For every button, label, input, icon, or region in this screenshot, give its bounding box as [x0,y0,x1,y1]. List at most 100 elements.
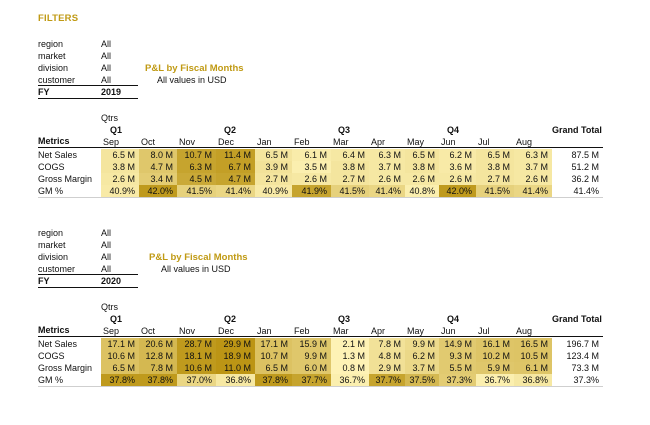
matrix-cell[interactable]: 2.7 M [255,173,292,185]
matrix-cell[interactable]: 2.6 M [405,173,439,185]
matrix-cell[interactable]: 29.9 M [216,338,255,350]
matrix-cell[interactable]: 18.9 M [216,350,255,362]
quarter-header[interactable]: Q2 [224,314,237,324]
month-header[interactable]: Jul [478,137,490,147]
matrix-cell[interactable]: 6.1 M [292,149,331,161]
matrix-cell[interactable]: 16.5 M [514,338,552,350]
matrix-cell[interactable]: 20.6 M [139,338,177,350]
matrix-cell[interactable]: 9.9 M [292,350,331,362]
matrix-cell[interactable]: 6.2 M [439,149,476,161]
matrix-cell[interactable]: 37.8% [139,374,177,386]
matrix-cell[interactable]: 4.5 M [177,173,216,185]
matrix-cell[interactable]: 6.4 M [331,149,369,161]
matrix-cell[interactable]: 2.6 M [101,173,139,185]
matrix-cell[interactable]: 3.5 M [292,161,331,173]
month-header[interactable]: May [407,326,425,336]
matrix-cell[interactable]: 3.7 M [369,161,405,173]
matrix-cell[interactable]: 7.8 M [369,338,405,350]
month-header[interactable]: Feb [294,326,310,336]
filter-value-slicer[interactable]: All [101,63,112,73]
matrix-cell[interactable]: 5.9 M [476,362,514,374]
matrix-cell[interactable]: 3.6 M [439,161,476,173]
matrix-cell[interactable]: 37.7% [292,374,331,386]
matrix-cell[interactable]: 40.9% [255,185,292,197]
matrix-cell[interactable]: 36.7% [331,374,369,386]
quarter-header[interactable]: Q4 [447,314,460,324]
quarter-header[interactable]: Q1 [110,314,123,324]
matrix-cell[interactable]: 15.9 M [292,338,331,350]
matrix-cell[interactable]: 9.9 M [405,338,439,350]
matrix-cell[interactable]: 36.7% [476,374,514,386]
matrix-cell[interactable]: 3.7 M [405,362,439,374]
matrix-cell[interactable]: 10.7 M [177,149,216,161]
grand-total-cell[interactable]: 41.4% [573,186,599,196]
matrix-cell[interactable]: 10.2 M [476,350,514,362]
month-header[interactable]: Mar [333,326,349,336]
month-header[interactable]: Oct [141,326,156,336]
month-header[interactable]: Mar [333,137,349,147]
month-header[interactable]: Jun [441,326,456,336]
matrix-cell[interactable]: 6.3 M [369,149,405,161]
matrix-cell[interactable]: 37.7% [369,374,405,386]
matrix-cell[interactable]: 4.7 M [139,161,177,173]
matrix-cell[interactable]: 2.1 M [331,338,369,350]
matrix-cell[interactable]: 6.2 M [405,350,439,362]
matrix-cell[interactable]: 2.6 M [514,173,552,185]
matrix-cell[interactable]: 2.7 M [476,173,514,185]
filter-value-slicer[interactable]: All [101,264,112,274]
matrix-cell[interactable]: 3.8 M [405,161,439,173]
month-header[interactable]: Sep [103,326,120,336]
matrix-cell[interactable]: 7.8 M [139,362,177,374]
matrix-cell[interactable]: 5.5 M [439,362,476,374]
matrix-cell[interactable]: 2.9 M [369,362,405,374]
matrix-cell[interactable]: 4.7 M [216,173,255,185]
month-header[interactable]: Nov [179,137,196,147]
quarter-header[interactable]: Q4 [447,125,460,135]
filter-value-slicer[interactable]: All [101,39,112,49]
matrix-cell[interactable]: 16.1 M [476,338,514,350]
month-header[interactable]: Nov [179,326,196,336]
matrix-cell[interactable]: 28.7 M [177,338,216,350]
matrix-cell[interactable]: 6.1 M [514,362,552,374]
matrix-cell[interactable]: 2.6 M [292,173,331,185]
matrix-cell[interactable]: 41.5% [177,185,216,197]
matrix-cell[interactable]: 6.5 M [101,149,139,161]
grand-total-cell[interactable]: 73.3 M [571,363,599,373]
matrix-cell[interactable]: 37.3% [439,374,476,386]
filter-value-slicer[interactable]: All [101,252,112,262]
grand-total-cell[interactable]: 51.2 M [571,162,599,172]
matrix-cell[interactable]: 42.0% [439,185,476,197]
fy-value-slicer[interactable]: 2019 [101,87,122,97]
matrix-cell[interactable]: 3.8 M [331,161,369,173]
month-header[interactable]: Jan [257,137,272,147]
filter-value-slicer[interactable]: All [101,51,112,61]
grand-total-cell[interactable]: 123.4 M [566,351,599,361]
matrix-cell[interactable]: 41.4% [514,185,552,197]
matrix-cell[interactable]: 40.9% [101,185,139,197]
matrix-cell[interactable]: 2.6 M [439,173,476,185]
matrix-cell[interactable]: 11.4 M [216,149,255,161]
matrix-cell[interactable]: 10.5 M [514,350,552,362]
matrix-cell[interactable]: 6.5 M [405,149,439,161]
quarter-header[interactable]: Q2 [224,125,237,135]
matrix-cell[interactable]: 14.9 M [439,338,476,350]
matrix-cell[interactable]: 41.4% [216,185,255,197]
matrix-cell[interactable]: 42.0% [139,185,177,197]
quarter-header[interactable]: Q3 [338,314,351,324]
filter-value-slicer[interactable]: All [101,228,112,238]
matrix-cell[interactable]: 17.1 M [101,338,139,350]
matrix-cell[interactable]: 37.8% [101,374,139,386]
matrix-cell[interactable]: 2.6 M [369,173,405,185]
matrix-cell[interactable]: 37.0% [177,374,216,386]
matrix-cell[interactable]: 6.3 M [177,161,216,173]
matrix-cell[interactable]: 6.7 M [216,161,255,173]
grand-total-cell[interactable]: 37.3% [573,375,599,385]
matrix-cell[interactable]: 6.5 M [255,149,292,161]
matrix-cell[interactable]: 1.3 M [331,350,369,362]
matrix-cell[interactable]: 9.3 M [439,350,476,362]
quarter-header[interactable]: Q1 [110,125,123,135]
month-header[interactable]: Dec [218,326,235,336]
grand-total-cell[interactable]: 36.2 M [571,174,599,184]
month-header[interactable]: Apr [371,326,386,336]
matrix-cell[interactable]: 8.0 M [139,149,177,161]
